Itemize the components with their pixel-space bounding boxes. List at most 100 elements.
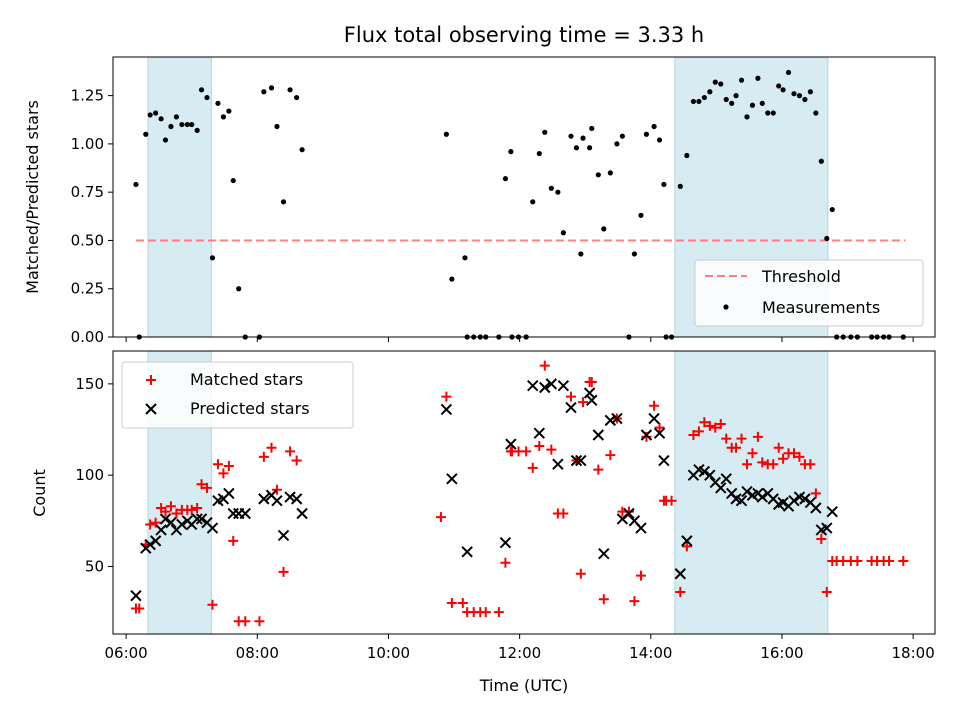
shaded-interval-2: [674, 350, 829, 635]
predicted-point: [539, 381, 551, 394]
measurement-point: [184, 121, 190, 128]
top-panel: 0.00 0.25 0.50 0.75 1.00 1.25 Flux total obse…: [23, 23, 936, 346]
predicted-point: [788, 495, 800, 507]
predicted-point: [144, 538, 156, 551]
matched-point: [192, 503, 203, 514]
matched-point: [688, 429, 699, 440]
matched-point: [898, 555, 909, 566]
matched-point: [202, 482, 213, 493]
measurement-point: [707, 89, 713, 95]
legend-measurements-marker: [723, 304, 729, 310]
measurement-point: [158, 116, 164, 122]
measurement-point: [294, 94, 300, 101]
bottom-panel: 50 100 150 06:00 08:00 10:00 12:00 14:00 16:00 18…: [30, 350, 936, 695]
measurement-point: [770, 110, 776, 116]
measurement-point: [738, 77, 745, 83]
predicted-point: [735, 495, 748, 507]
y-tick-label: 0.25: [71, 280, 104, 298]
predicted-point: [527, 379, 539, 392]
measurement-point: [733, 93, 739, 99]
measurement-point: [807, 89, 813, 95]
y-tick-label: 1.00: [71, 135, 104, 153]
y-tick-label: 1.25: [71, 87, 104, 105]
x-tick-label: 16:00: [760, 644, 803, 662]
predicted-point: [440, 403, 453, 416]
measurement-point: [143, 131, 149, 137]
measurement-point: [568, 133, 574, 139]
measurement-point: [560, 230, 566, 236]
measurement-point: [274, 123, 280, 130]
x-tick-label: 18:00: [892, 644, 935, 662]
predicted-point: [810, 502, 822, 514]
measurement-point: [168, 123, 174, 130]
top-plot-marks: [133, 69, 906, 340]
top-axis-ticks: 0.00 0.25 0.50 0.75 1.00 1.25: [71, 87, 914, 346]
matched-point: [240, 616, 251, 627]
matched-point: [278, 566, 289, 577]
measurement-point: [268, 85, 275, 91]
predicted-point: [290, 493, 303, 505]
predicted-point: [165, 516, 177, 529]
top-chart-title: Flux total observing time = 3.33 h: [344, 23, 704, 47]
matched-point: [446, 597, 457, 608]
matched-point: [575, 568, 586, 579]
predicted-point: [799, 493, 811, 505]
legend-x-mark: [145, 403, 157, 415]
measurement-point: [759, 100, 765, 106]
measurement-point: [542, 129, 548, 135]
measurement-point: [189, 121, 195, 128]
measurement-point: [173, 114, 179, 120]
legend-plus-mark: [146, 375, 156, 385]
x-tick-label: 08:00: [236, 644, 279, 662]
measurement-point: [765, 110, 771, 116]
measurement-point: [785, 69, 792, 76]
measurement-point: [690, 98, 697, 105]
measurement-point: [580, 135, 586, 141]
matched-point: [821, 587, 832, 598]
predicted-point: [552, 458, 564, 470]
predicted-point: [533, 427, 546, 439]
matched-point: [778, 453, 789, 464]
x-tick-label: 14:00: [629, 644, 672, 662]
matched-point: [521, 446, 532, 457]
predicted-point: [821, 522, 833, 534]
predicted-point: [195, 513, 208, 525]
matched-point: [457, 597, 468, 608]
measurement-point: [589, 125, 595, 132]
measurement-point: [796, 93, 803, 99]
legend-threshold-label: Threshold: [761, 267, 841, 286]
measurement-point: [220, 114, 227, 120]
measurement-point: [619, 133, 625, 139]
matched-point: [165, 501, 176, 512]
predicted-point: [130, 589, 142, 602]
measurement-point: [530, 199, 536, 205]
matched-point: [721, 433, 732, 444]
matched-point: [816, 534, 827, 545]
matched-point: [593, 464, 604, 475]
measurement-point: [818, 158, 824, 164]
measurement-point: [638, 212, 644, 218]
matched-point: [805, 459, 816, 470]
measurement-point: [536, 150, 542, 157]
matched-point: [254, 616, 265, 627]
measurement-point: [578, 251, 584, 257]
measurement-point: [723, 96, 729, 103]
measurement-point: [614, 141, 620, 147]
bottom-legend-box: [121, 361, 354, 429]
top-legend-box: [694, 259, 924, 327]
predicted-point: [176, 518, 188, 531]
matched-point: [228, 535, 239, 546]
matched-point: [810, 488, 821, 499]
matched-point: [757, 457, 768, 468]
y-tick-label: 0.50: [71, 231, 104, 249]
predicted-point: [623, 507, 635, 520]
predicted-point: [586, 394, 598, 407]
measurement-point: [749, 102, 756, 108]
matched-point: [196, 479, 207, 490]
predicted-point: [756, 491, 769, 503]
predicted-point: [191, 513, 203, 525]
measurement-point: [147, 112, 153, 118]
predicted-point: [635, 522, 647, 534]
matched-point: [566, 391, 577, 402]
